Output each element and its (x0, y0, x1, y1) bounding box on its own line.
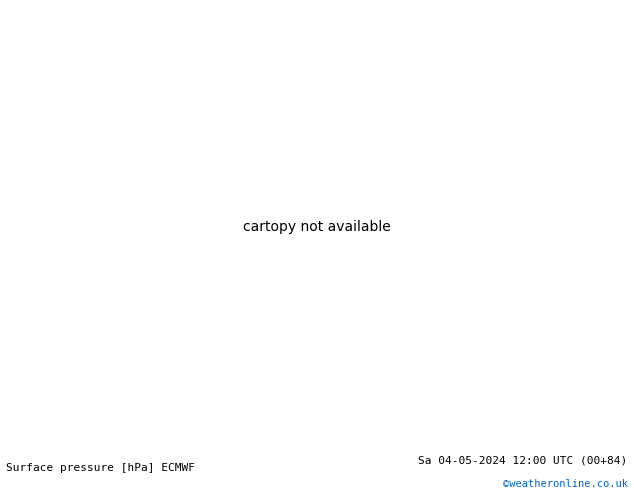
Text: Surface pressure [hPa] ECMWF: Surface pressure [hPa] ECMWF (6, 463, 195, 473)
Text: cartopy not available: cartopy not available (243, 220, 391, 234)
Text: Sa 04-05-2024 12:00 UTC (00+84): Sa 04-05-2024 12:00 UTC (00+84) (418, 456, 628, 466)
Text: ©weatheronline.co.uk: ©weatheronline.co.uk (503, 480, 628, 490)
